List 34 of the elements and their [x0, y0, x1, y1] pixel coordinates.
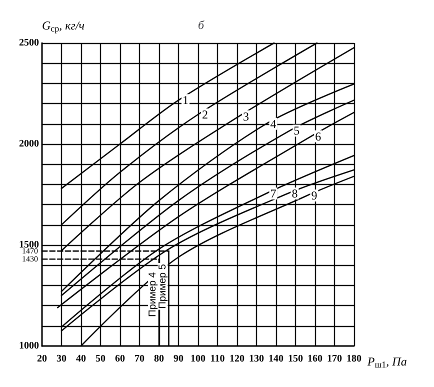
- series-label: 4: [270, 116, 276, 131]
- series-label: 7: [270, 186, 276, 200]
- data-label: 1430: [22, 254, 38, 264]
- x-tick-label: 130: [249, 354, 264, 364]
- series-label: 1: [182, 93, 188, 108]
- y-tick-label: 2500: [19, 38, 39, 48]
- x-tick-label: 40: [76, 354, 86, 364]
- y-tick-label: 1000: [19, 340, 39, 352]
- series-label: 8: [292, 186, 298, 200]
- x-tick-label: 90: [174, 354, 184, 364]
- x-tick-label: 100: [190, 354, 206, 364]
- text: Пример 4: [148, 272, 158, 317]
- x-tick-label: 60: [115, 354, 125, 364]
- x-tick-label: 110: [210, 354, 225, 364]
- x-tick-label: 30: [56, 354, 66, 364]
- chart-title: б: [198, 18, 205, 32]
- series-label: 5: [294, 124, 300, 138]
- x-tick-label: 20: [37, 354, 47, 364]
- x-tick-label: 170: [327, 354, 342, 364]
- y-tick-label: 2000: [19, 138, 39, 150]
- series-label: 3: [242, 109, 249, 124]
- x-tick-label: 120: [230, 354, 244, 364]
- x-tick-label: 50: [96, 354, 106, 364]
- series-label: 2: [202, 108, 208, 122]
- x-tick-label: 140: [268, 354, 284, 364]
- series-label: 6: [315, 129, 322, 144]
- data-label: 1470: [22, 246, 38, 256]
- text: Пример 5: [157, 264, 168, 309]
- x-tick-label: 150: [288, 354, 303, 364]
- series-label: 9: [311, 188, 318, 203]
- x-tick-label: 160: [308, 354, 322, 364]
- x-tick-label: 80: [154, 354, 164, 364]
- x-tick-label: 70: [134, 354, 144, 364]
- x-tick-label: 180: [346, 354, 362, 364]
